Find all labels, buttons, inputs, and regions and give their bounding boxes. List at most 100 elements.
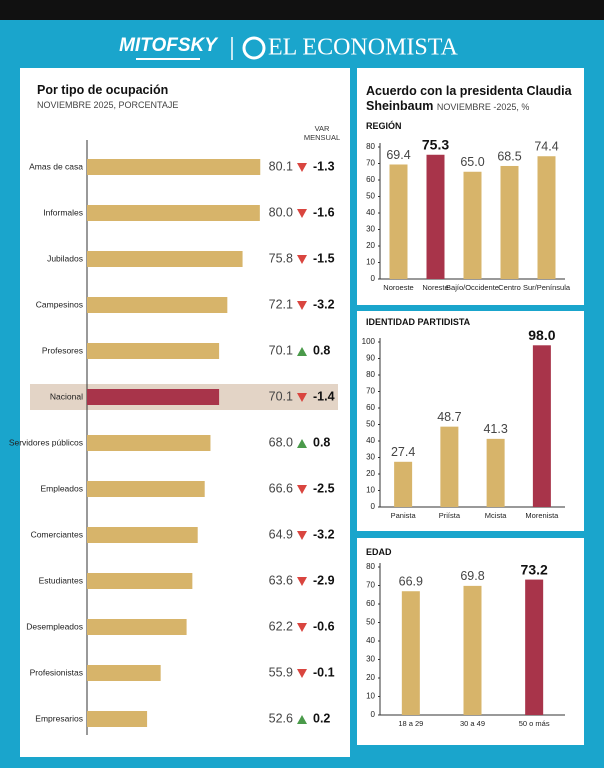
y-tick-label: 10 [366,258,375,267]
value-label: 63.6 [269,573,293,587]
change-label: -3.2 [313,527,335,541]
change-label: -1.5 [313,251,335,265]
brand: EL ECONOMISTA [268,35,459,61]
category-label: Jubilados [47,253,83,263]
y-tick-label: 40 [366,636,375,645]
arrow-up [297,715,307,724]
chart-title: EDAD [366,547,392,557]
y-tick-label: 0 [371,502,376,511]
y-tick-label: 100 [362,337,376,346]
category-label: Profesionistas [30,667,83,677]
category-label: Comerciantes [31,529,83,539]
y-tick-label: 70 [366,159,375,168]
y-tick-label: 20 [366,469,375,478]
arrow-down [297,163,307,172]
category-label: Amas de casa [29,161,83,171]
y-tick-label: 0 [371,274,376,283]
value-label: 64.9 [269,527,293,541]
category-label: Desempleados [26,621,83,631]
value-label: 74.4 [534,140,558,154]
x-tick-label: 18 a 29 [398,719,423,728]
value-label: 68.5 [497,149,521,163]
change-label: -1.6 [313,205,335,219]
value-label: 68.0 [269,435,293,449]
y-tick-label: 70 [366,387,375,396]
brand: MITOFSKY [119,35,219,56]
bar [87,389,220,405]
value-label: 55.9 [269,665,293,679]
value-label: 62.2 [269,619,293,633]
bar [87,297,228,313]
y-tick-label: 60 [366,599,375,608]
arrow-down [297,577,307,586]
value-label: 75.8 [269,251,293,265]
change-label: 0.8 [313,435,330,449]
value-label: 66.6 [269,481,293,495]
category-label: Campesinos [36,299,83,309]
y-tick-label: 40 [366,208,375,217]
bar [394,461,413,507]
arrow-down [297,209,307,218]
value-label: 69.8 [460,569,484,583]
change-label: -2.9 [313,573,335,587]
x-tick-label: Noroeste [383,283,413,292]
value-label: 98.0 [528,327,555,343]
column-header: VAR MENSUAL [303,124,341,142]
value-label: 52.6 [269,711,293,725]
panel-title-text: Acuerdo con la presidenta Claudia Sheinb… [366,84,572,113]
value-label: 72.1 [269,297,293,311]
category-label: Estudiantes [39,575,83,585]
value-label: 27.4 [391,445,415,459]
change-label: -3.2 [313,297,335,311]
y-tick-label: 60 [366,403,375,412]
x-tick-label: Mcista [485,511,507,520]
bar [463,585,482,715]
y-tick-label: 20 [366,241,375,250]
bar [87,711,148,727]
bar [87,343,220,359]
value-label: 70.1 [269,343,293,357]
bar [87,665,161,681]
value-label: 75.3 [422,136,449,152]
value-label: 65.0 [460,155,484,169]
change-label: -0.1 [313,665,335,679]
bar [389,164,408,279]
arrow-down [297,255,307,264]
brand-icon [242,36,266,60]
arrow-down [297,623,307,632]
arrow-up [297,439,307,448]
chart-title: Por tipo de ocupación [37,83,169,97]
bar [440,426,459,507]
top-bar [0,0,604,20]
value-label: 70.1 [269,389,293,403]
chart-subtitle: NOVIEMBRE 2025, PORCENTAJE [37,100,179,110]
value-label: 48.7 [437,410,461,424]
category-label: Empresarios [35,713,83,723]
arrow-up [297,347,307,356]
x-tick-label: 50 o más [519,719,550,728]
chart-title: REGIÓN [366,121,402,131]
category-label: Informales [43,207,83,217]
bar [401,591,420,715]
change-label: -1.3 [313,159,335,173]
y-tick-label: 80 [366,562,375,571]
y-tick-label: 10 [366,486,375,495]
y-tick-label: 70 [366,581,375,590]
bar [486,438,505,507]
left-panel [20,68,350,757]
y-tick-label: 80 [366,142,375,151]
chart-title: IDENTIDAD PARTIDISTA [366,317,471,327]
bar [87,619,187,635]
y-tick-label: 50 [366,618,375,627]
bar [87,205,260,221]
arrow-down [297,393,307,402]
y-tick-label: 50 [366,420,375,429]
y-tick-label: 10 [366,692,375,701]
y-tick-label: 90 [366,354,375,363]
category-label: Empleados [40,483,83,493]
value-label: 66.9 [399,575,423,589]
panel-subtitle: NOVIEMBRE -2025, % [436,102,530,112]
bar [500,165,519,279]
x-tick-label: 30 a 49 [460,719,485,728]
x-tick-label: Priísta [439,511,461,520]
